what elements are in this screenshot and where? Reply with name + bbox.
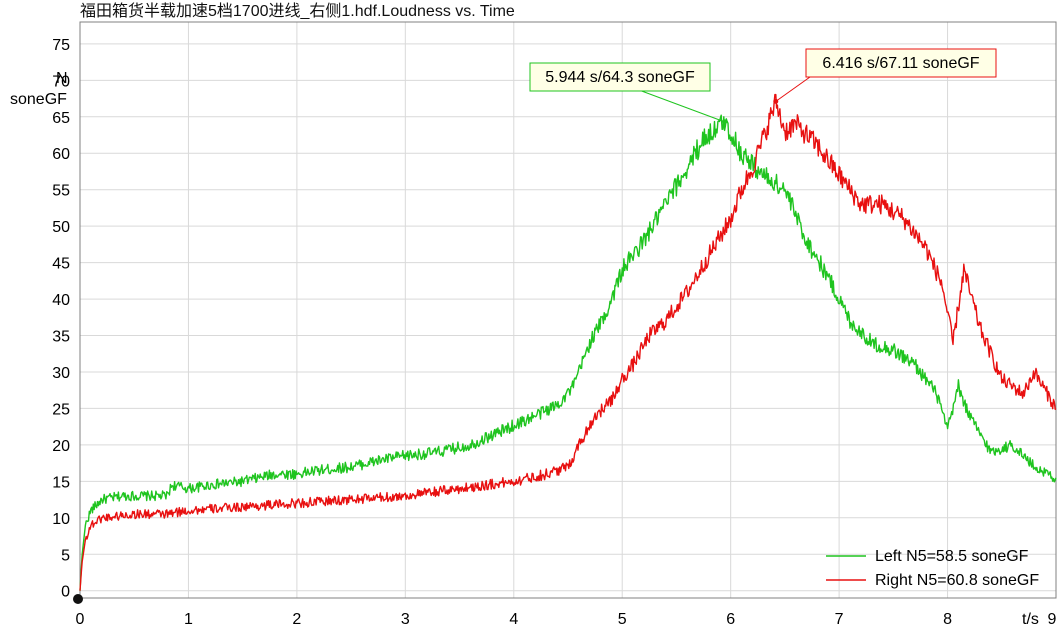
x-tick-label: 5 <box>618 611 627 628</box>
legend-label-left: Left N5=58.5 soneGF <box>875 548 1029 565</box>
series-line-1 <box>79 93 1057 591</box>
annotations: 5.944 s/64.3 soneGF 6.416 s/67.11 soneGF <box>529 48 997 125</box>
x-tick-label: 6 <box>726 611 735 628</box>
y-tick-label: 45 <box>52 256 70 273</box>
y-tick-label: 25 <box>52 401 70 418</box>
annotation-label: 6.416 s/67.11 soneGF <box>822 55 979 72</box>
y-tick-label: 35 <box>52 329 70 346</box>
x-tick-label: 8 <box>943 611 952 628</box>
x-tick-label: 0 <box>76 611 85 628</box>
y-tick-label: 5 <box>61 547 70 564</box>
series-line-0 <box>79 114 1057 591</box>
y-tick-label: 50 <box>52 219 70 236</box>
legend: Left N5=58.5 soneGF Right N5=60.8 soneGF <box>826 548 1039 589</box>
y-tick-label: 20 <box>52 438 70 455</box>
y-tick-label: 0 <box>61 584 70 601</box>
y-axis-label-line2: soneGF <box>10 91 67 108</box>
annotation-box <box>805 48 997 78</box>
x-tick-label: 1 <box>184 611 193 628</box>
legend-label-right: Right N5=60.8 soneGF <box>875 572 1039 589</box>
y-tick-label: 75 <box>52 37 70 54</box>
annotation-label: 5.944 s/64.3 soneGF <box>545 69 695 86</box>
x-tick-label: 4 <box>509 611 518 628</box>
y-tick-label: 40 <box>52 292 70 309</box>
y-tick-label: 65 <box>52 110 70 127</box>
x-tick-label: 2 <box>292 611 301 628</box>
y-tick-label: 55 <box>52 183 70 200</box>
annotation-point <box>773 98 779 104</box>
grid <box>80 22 1056 598</box>
x-tick-label: 9 <box>1048 611 1057 628</box>
x-axis-label: t/s <box>1022 611 1039 628</box>
plot-frame <box>79 21 1057 599</box>
series-lines <box>79 93 1057 591</box>
y-tick-label: 10 <box>52 511 70 528</box>
x-tick-label: 7 <box>835 611 844 628</box>
x-tick-label: 3 <box>401 611 410 628</box>
annotation-point <box>722 119 728 125</box>
chart-title: 福田箱货半载加速5档1700进线_右侧1.hdf.Loudness vs. Ti… <box>80 2 515 20</box>
y-tick-label: 70 <box>52 73 70 90</box>
annotation-leader <box>775 76 811 102</box>
annotation-leader <box>641 90 725 123</box>
annotation-box <box>529 62 711 92</box>
y-axis-label-line1: N <box>56 70 68 87</box>
y-tick-label: 30 <box>52 365 70 382</box>
y-tick-label: 60 <box>52 146 70 163</box>
origin-marker <box>73 594 83 604</box>
y-tick-label: 15 <box>52 474 70 491</box>
